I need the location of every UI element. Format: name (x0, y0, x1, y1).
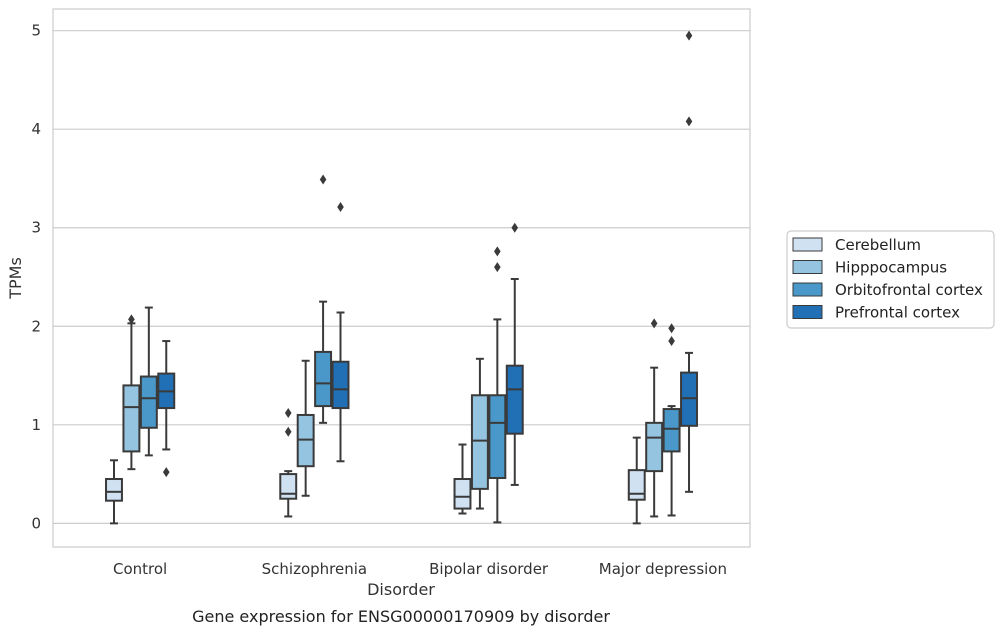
outlier-point (685, 116, 693, 127)
box-cerebellum-1 (279, 407, 298, 518)
outlier-point (494, 262, 501, 273)
outlier-point (511, 222, 519, 233)
box-hipppocampus-1 (296, 359, 315, 497)
x-tick-label: Control (113, 560, 167, 578)
outlier-point (128, 314, 135, 325)
x-tick-label: Schizophrenia (262, 560, 367, 578)
box-prefrontal-cortex-1 (331, 202, 350, 463)
outlier-point (668, 336, 675, 347)
legend: Cerebellum Hipppocampus Orbitofrontal cort… (786, 230, 995, 329)
box-iqr (331, 360, 350, 410)
outlier-point (685, 30, 693, 41)
x-tick-label: Major depression (599, 560, 727, 578)
box-iqr (488, 394, 507, 480)
y-tick-label: 3 (31, 219, 41, 237)
legend-swatch (792, 237, 823, 252)
legend-swatch (792, 305, 823, 319)
y-tick-label: 5 (31, 22, 41, 40)
y-tick-label: 1 (31, 416, 41, 434)
box-prefrontal-cortex-0 (157, 340, 176, 478)
box-orbitofrontal-cortex-1 (314, 174, 333, 424)
outlier-point (284, 407, 292, 418)
legend-swatch (792, 260, 823, 274)
box-iqr (314, 350, 333, 408)
chart-caption: Gene expression for ENSG00000170909 by d… (192, 607, 610, 626)
box-hipppocampus-3 (645, 318, 664, 518)
box-cerebellum-0 (105, 459, 123, 525)
outlier-point (284, 426, 292, 437)
box-iqr (627, 469, 646, 501)
y-tick-label: 0 (31, 514, 41, 532)
outlier-point (668, 323, 675, 334)
box-cerebellum-3 (627, 436, 646, 525)
legend-frame (786, 230, 995, 329)
outlier-point (162, 467, 170, 478)
y-axis-label: TPMs (6, 257, 25, 300)
plot-area (52, 8, 751, 548)
box-iqr (453, 478, 472, 510)
box-iqr (105, 478, 123, 502)
box-prefrontal-cortex-3 (680, 30, 698, 493)
box-iqr (662, 408, 681, 453)
box-orbitofrontal-cortex-2 (488, 246, 507, 524)
box-iqr (505, 364, 524, 435)
box-prefrontal-cortex-2 (505, 222, 524, 486)
y-tick-label: 4 (31, 120, 41, 138)
x-axis-label: Disorder (367, 580, 435, 599)
legend-label: Orbitofrontal cortex (835, 281, 983, 299)
x-tick-label: Bipolar disorder (429, 560, 549, 578)
box-iqr (122, 384, 141, 453)
box-iqr (279, 473, 298, 500)
x-tick-labels: Control Schizophrenia Bipolar disorder Majo… (113, 560, 727, 578)
box-orbitofrontal-cortex-0 (139, 306, 158, 457)
box-iqr (139, 375, 158, 429)
box-iqr (470, 394, 489, 490)
legend-label: Cerebellum (835, 236, 921, 254)
box-orbitofrontal-cortex-3 (662, 323, 681, 517)
y-tick-label: 2 (31, 317, 41, 335)
y-tick-labels: 0 1 2 3 4 5 (31, 22, 41, 533)
outlier-point (650, 318, 658, 329)
legend-label: Prefrontal cortex (835, 304, 960, 322)
legend-swatch (792, 282, 823, 297)
outlier-point (337, 202, 344, 213)
box-iqr (645, 421, 664, 473)
outlier-point (319, 174, 327, 185)
box-hipppocampus-2 (470, 357, 489, 510)
legend-label: Hipppocampus (835, 259, 947, 277)
box-hipppocampus-0 (122, 314, 141, 471)
outlier-point (494, 246, 501, 257)
box-series (105, 30, 698, 525)
box-cerebellum-2 (453, 443, 472, 515)
